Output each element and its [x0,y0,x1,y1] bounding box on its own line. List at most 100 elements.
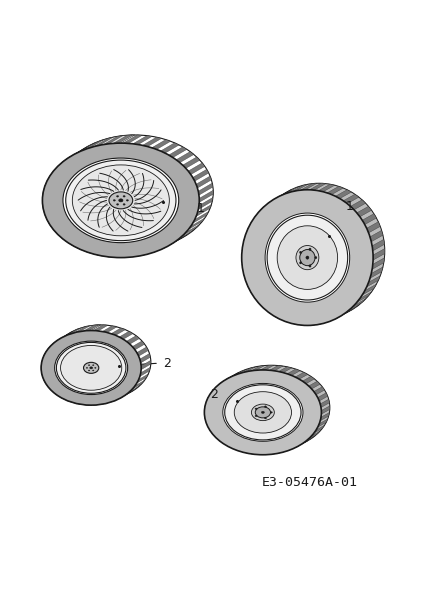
Polygon shape [84,400,89,405]
Polygon shape [250,220,259,229]
Polygon shape [175,165,186,172]
Polygon shape [276,371,283,378]
Polygon shape [250,286,259,295]
Polygon shape [309,190,314,199]
Polygon shape [109,396,116,402]
Polygon shape [301,183,317,190]
Polygon shape [303,386,312,392]
Polygon shape [139,145,148,154]
Polygon shape [162,155,173,163]
Polygon shape [287,369,300,376]
Polygon shape [196,205,212,217]
Polygon shape [362,284,377,295]
Polygon shape [242,258,254,269]
Polygon shape [94,247,102,256]
Polygon shape [246,222,260,233]
Polygon shape [131,144,138,152]
Polygon shape [43,183,57,195]
Polygon shape [275,310,291,319]
Polygon shape [161,143,179,153]
Ellipse shape [213,365,330,450]
Polygon shape [175,228,186,236]
Polygon shape [314,410,321,414]
Polygon shape [275,309,283,319]
Polygon shape [220,381,229,388]
Polygon shape [362,271,371,278]
Polygon shape [102,398,117,404]
Ellipse shape [90,367,92,369]
Polygon shape [226,372,239,379]
Polygon shape [242,255,250,260]
Polygon shape [101,331,107,337]
Polygon shape [292,315,298,325]
Polygon shape [199,190,213,202]
Ellipse shape [88,370,90,371]
Polygon shape [209,425,220,433]
Polygon shape [270,365,283,371]
Polygon shape [77,239,95,250]
Polygon shape [242,239,254,251]
Polygon shape [350,213,360,222]
Polygon shape [251,449,265,454]
Polygon shape [284,445,292,451]
Polygon shape [301,319,317,325]
Polygon shape [260,370,265,376]
Polygon shape [131,353,139,358]
Polygon shape [209,387,220,395]
Polygon shape [310,422,319,427]
Polygon shape [261,299,270,309]
Polygon shape [127,347,135,352]
Polygon shape [355,220,365,229]
Ellipse shape [117,196,119,197]
Polygon shape [320,399,329,407]
Polygon shape [131,378,139,383]
Polygon shape [284,374,292,380]
Polygon shape [214,381,226,389]
Polygon shape [41,325,101,405]
Polygon shape [250,214,264,224]
Polygon shape [214,431,226,439]
Polygon shape [183,157,200,169]
Ellipse shape [126,200,128,201]
Polygon shape [134,359,141,364]
Polygon shape [44,378,51,383]
Polygon shape [209,391,218,397]
Polygon shape [75,398,81,404]
Polygon shape [279,367,292,373]
Polygon shape [113,249,133,257]
Polygon shape [44,347,55,356]
Polygon shape [359,228,368,236]
Polygon shape [41,366,47,370]
Polygon shape [220,376,232,384]
Polygon shape [364,263,373,269]
Polygon shape [119,331,133,339]
Polygon shape [314,387,325,395]
Polygon shape [43,205,53,209]
Polygon shape [343,194,359,203]
Polygon shape [126,335,139,344]
Polygon shape [113,143,119,151]
Polygon shape [179,171,191,178]
Polygon shape [186,211,198,217]
Polygon shape [318,393,328,401]
Polygon shape [42,190,56,202]
Polygon shape [370,230,383,242]
Polygon shape [251,449,257,454]
Polygon shape [135,366,141,370]
Polygon shape [214,386,223,392]
Polygon shape [193,211,209,223]
Polygon shape [357,206,371,217]
Polygon shape [59,331,73,339]
Polygon shape [85,245,94,253]
Polygon shape [184,217,195,223]
Polygon shape [42,359,49,364]
Ellipse shape [88,365,90,366]
Polygon shape [188,191,199,196]
Polygon shape [313,416,321,421]
Polygon shape [283,314,299,322]
Polygon shape [186,184,198,190]
Ellipse shape [255,415,257,417]
Polygon shape [327,187,343,194]
Polygon shape [287,445,300,451]
Polygon shape [309,316,314,325]
